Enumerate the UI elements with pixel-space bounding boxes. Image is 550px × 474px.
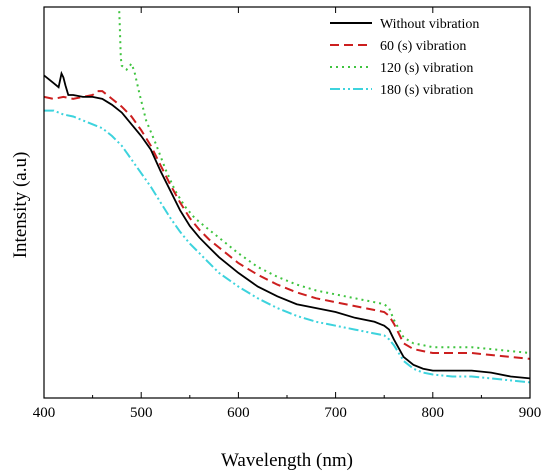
x-tick-label: 600 xyxy=(227,405,250,421)
legend-label: Without vibration xyxy=(380,17,479,32)
series-line xyxy=(44,70,530,380)
x-tick-label: 900 xyxy=(519,405,542,421)
x-tick-label: 400 xyxy=(33,405,56,421)
legend-label: 120 (s) vibration xyxy=(380,61,473,76)
x-tick-label: 700 xyxy=(324,405,347,421)
legend: Without vibration 60 (s) vibration 120 (s)… xyxy=(330,17,479,98)
series-line xyxy=(44,109,530,384)
series-line xyxy=(118,7,530,354)
x-axis-title: Wavelength (nm) xyxy=(221,450,353,471)
legend-label: 60 (s) vibration xyxy=(380,39,466,54)
series-layer xyxy=(44,7,530,384)
legend-label: 180 (s) vibration xyxy=(380,83,473,98)
x-tick-label: 500 xyxy=(130,405,153,421)
x-tick-label: 800 xyxy=(422,405,445,421)
y-axis-title: Intensity (a.u) xyxy=(10,152,31,259)
x-axis: 400 500 600 700 800 900 xyxy=(33,7,542,421)
series-line xyxy=(44,90,530,360)
